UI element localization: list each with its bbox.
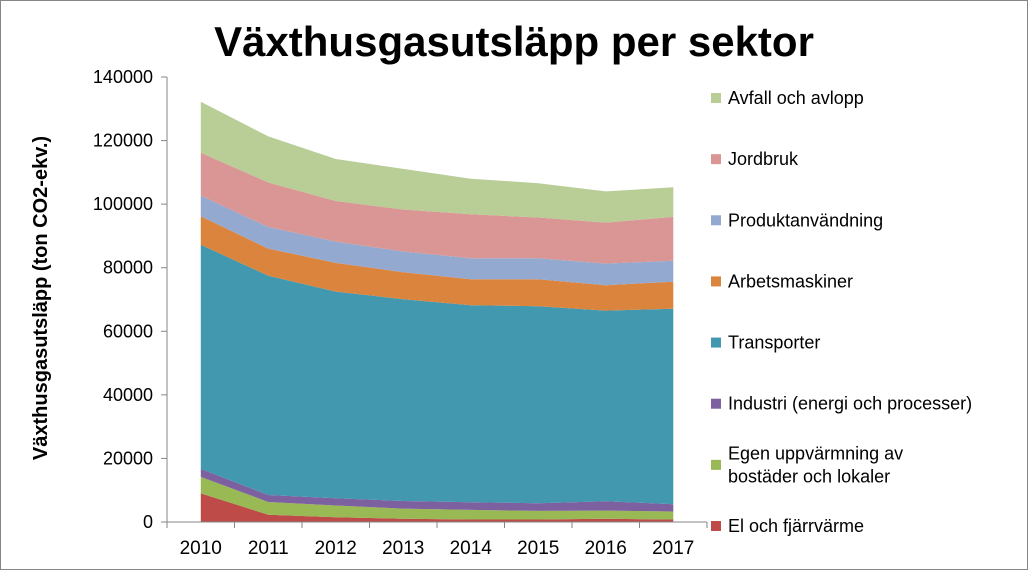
area-series-7 — [200, 101, 674, 223]
legend-label: Produktanvändning — [728, 210, 883, 230]
area-series-1 — [200, 476, 674, 520]
y-tick-label: 40000 — [103, 385, 153, 405]
legend-item: Arbetsmaskiner — [711, 271, 853, 291]
legend-item: Industri (energi och processer) — [711, 394, 972, 414]
legend-item: Jordbruk — [711, 149, 799, 169]
legend-item: El och fjärrvärme — [711, 516, 864, 536]
y-tick-label: 20000 — [103, 448, 153, 468]
legend-label: Transporter — [728, 333, 820, 353]
y-tick-label: 140000 — [93, 67, 153, 87]
x-tick-label: 2012 — [315, 538, 357, 559]
legend-swatch — [711, 398, 721, 409]
area-series-3 — [200, 244, 674, 505]
legend-swatch — [711, 93, 721, 103]
legend-item: Egen uppvärmning av bostäder och lokaler — [711, 443, 903, 486]
legend-swatch — [711, 215, 721, 226]
legend-swatch — [711, 276, 721, 287]
x-tick-label: 2015 — [517, 538, 559, 559]
area-series-group — [200, 101, 674, 522]
y-axis-label: Växthusgasutsläpp (ton CO2-ekv.) — [30, 136, 52, 460]
legend-swatch — [711, 154, 721, 165]
axes-group: 0 20000 40000 60000 80000 100000 120000 140000 2… — [93, 67, 708, 559]
area-series-0 — [200, 493, 674, 522]
chart-title: Växthusgasutsläpp per sektor — [214, 18, 814, 65]
legend-label: Egen uppvärmning av — [728, 443, 903, 463]
legend-label: Industri (energi och processer) — [728, 394, 972, 414]
area-series-4 — [200, 216, 674, 311]
x-tick-label: 2010 — [180, 538, 222, 559]
legend-label: Arbetsmaskiner — [728, 271, 853, 291]
area-series-6 — [200, 152, 674, 264]
legend-label: El och fjärrvärme — [728, 516, 864, 536]
y-tick-label: 60000 — [103, 321, 153, 341]
x-tick-label: 2013 — [382, 538, 424, 559]
y-tick-label: 100000 — [93, 194, 153, 214]
y-tick-label: 120000 — [93, 131, 153, 151]
legend-item: Transporter — [711, 333, 820, 353]
x-tick-label: 2011 — [248, 538, 289, 559]
legend-item: Produktanvändning — [711, 210, 883, 230]
legend-label: bostäder och lokaler — [728, 466, 890, 486]
y-tick-label: 80000 — [103, 258, 153, 278]
x-tick-label: 2017 — [652, 538, 694, 559]
area-series-5 — [200, 195, 674, 286]
y-tick-label: 0 — [143, 512, 153, 532]
legend-item: Avfall och avlopp — [711, 88, 864, 108]
area-series-2 — [200, 468, 674, 512]
legend: Avfall och avlopp Jordbruk Produktanvändni… — [711, 88, 972, 536]
legend-swatch — [711, 337, 721, 348]
legend-swatch — [711, 459, 721, 470]
legend-label: Avfall och avlopp — [728, 88, 864, 108]
x-tick-label: 2014 — [450, 538, 493, 559]
legend-label: Jordbruk — [728, 149, 799, 169]
legend-swatch — [711, 521, 721, 531]
x-tick-label: 2016 — [585, 538, 627, 559]
